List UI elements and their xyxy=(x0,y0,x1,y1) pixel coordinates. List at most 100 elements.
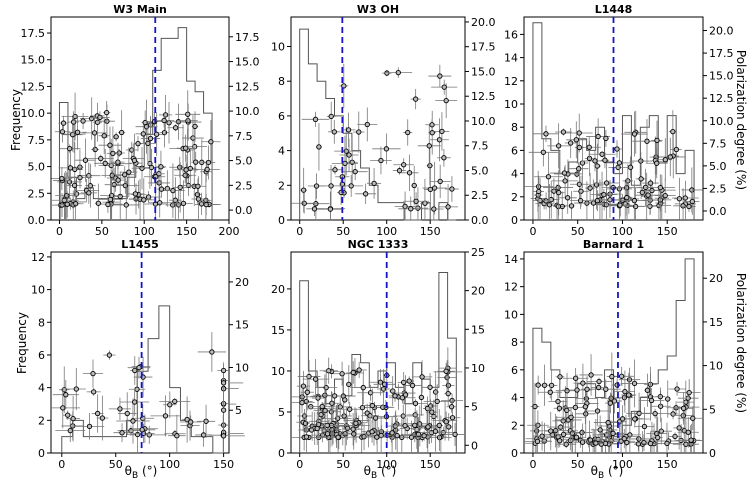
panel5-data-point xyxy=(350,426,356,432)
panel5-data-point xyxy=(394,432,400,439)
panel5-data-point xyxy=(399,395,406,401)
panel1-data-point xyxy=(126,169,132,175)
panel6-data-point xyxy=(557,374,563,380)
panel5-data-point xyxy=(390,388,396,394)
panel1-data-point xyxy=(177,164,183,170)
panel1-data-point xyxy=(204,166,210,173)
panel1-data-point xyxy=(98,155,104,162)
panel6-data-point xyxy=(560,418,566,424)
panel2-data-point xyxy=(313,183,320,189)
panel2-data-point xyxy=(371,180,377,187)
panel3-data-point xyxy=(638,176,644,182)
panel5-data-point xyxy=(344,425,351,431)
panel5-data-point xyxy=(443,368,449,374)
panel3-data-point xyxy=(654,160,660,166)
panel5-data-point xyxy=(380,404,386,410)
panel6-data-point xyxy=(535,382,541,388)
panel6-data-point xyxy=(596,384,602,391)
panel1-data-point xyxy=(89,115,95,122)
panel1-data-point xyxy=(69,132,76,138)
panel5-data-point xyxy=(324,431,331,437)
panel6-xtick-label: 0 xyxy=(529,458,536,471)
panel2-data-point xyxy=(383,146,390,152)
panel4-data-point xyxy=(220,367,227,374)
panel6-data-point xyxy=(686,389,692,396)
panel1-data-point xyxy=(105,201,111,208)
ylabel-left-bottom: Frequency xyxy=(15,312,29,374)
panel3-data-point xyxy=(689,198,695,205)
panel2-data-point xyxy=(431,206,437,212)
panel5-data-point xyxy=(409,382,416,389)
panel3-data-point xyxy=(536,188,542,195)
panel1-data-point xyxy=(139,165,145,171)
panel3-data-point xyxy=(662,157,668,163)
panel6-data-point xyxy=(568,414,574,420)
panel6-data-point xyxy=(664,440,670,447)
panel2-data-point xyxy=(445,204,451,210)
panel5-ytick-right-label: 15 xyxy=(471,323,485,336)
panel5-data-point xyxy=(369,402,375,409)
ylabel-right-top: Polarization degree (%) xyxy=(734,50,747,190)
panel5-data-point xyxy=(434,398,440,405)
panel6-ytick-right-label: 0 xyxy=(709,447,716,460)
panel3-data-point xyxy=(601,191,607,198)
panel1-frame xyxy=(50,16,230,221)
panel6-data-point xyxy=(579,429,585,436)
panel6-data-point xyxy=(593,440,599,446)
panel6-ytick-right-label: 5 xyxy=(709,403,716,416)
panel6-data-point xyxy=(688,437,694,443)
panel2-data-point xyxy=(437,73,443,79)
panel1-data-point xyxy=(111,182,117,188)
panel3-data-point xyxy=(689,187,695,193)
panel3-data-point xyxy=(624,194,630,201)
panel1-data-point xyxy=(172,125,179,131)
panel4-data-point xyxy=(136,365,142,371)
panel3-data-point xyxy=(667,154,673,160)
panel5-data-point xyxy=(449,415,456,421)
panel5-data-point xyxy=(402,423,408,429)
panel4-ytick-left-label: 10 xyxy=(31,284,45,297)
panel3-data-point xyxy=(599,151,605,157)
panel4-data-point xyxy=(86,423,93,429)
panel6-ytick-right-label: 15 xyxy=(709,316,723,329)
panel4-data-point xyxy=(174,433,180,439)
panel3-data-point xyxy=(614,146,620,152)
panel2-data-point xyxy=(312,116,319,122)
panel6-data-point xyxy=(584,386,590,392)
panel6-data-point xyxy=(618,373,625,379)
panel6-data-point xyxy=(636,436,642,442)
panel4-data-point xyxy=(132,399,138,405)
panel6-ytick-left-label: 10 xyxy=(504,308,518,321)
panel2-histogram xyxy=(299,28,457,221)
panel4-data-point xyxy=(162,413,169,419)
panel1-xtick-label: 100 xyxy=(134,225,155,238)
panel3-data-point xyxy=(543,198,549,204)
panel1-xtick-label: 50 xyxy=(95,225,109,238)
panel3-data-point xyxy=(595,133,601,140)
panel5-data-point xyxy=(306,373,312,380)
panel5-xtick-label: 50 xyxy=(336,458,350,471)
panel4-xtick-label: 50 xyxy=(109,458,123,471)
panel6-data-point xyxy=(665,396,671,402)
panel6-data-point xyxy=(610,430,616,436)
panel4-data-point xyxy=(99,415,106,421)
panel1-ytick-left-label: 17.5 xyxy=(21,27,46,40)
panel4-data-point xyxy=(134,431,141,438)
panel6-data-point xyxy=(648,397,655,404)
panel6-data-point xyxy=(680,412,686,419)
panel1-data-point xyxy=(161,117,167,124)
panel2-ytick-left-label: 2 xyxy=(278,179,285,192)
panel3-data-point xyxy=(680,203,686,209)
panel1-data-point xyxy=(102,160,108,166)
panel6-data-point xyxy=(534,438,541,445)
panel6-data-point xyxy=(673,405,679,411)
panel1-data-point xyxy=(64,193,70,199)
panel6-data-point xyxy=(572,375,579,381)
panel3-ytick-left-label: 16 xyxy=(504,28,518,41)
panel5-data-point xyxy=(400,413,406,419)
panel1-data-point xyxy=(87,183,94,189)
panel1-data-point xyxy=(61,197,68,203)
panel6-data-point xyxy=(603,386,609,392)
panel5-data-point xyxy=(324,422,330,429)
panel3-data-point xyxy=(561,170,568,176)
